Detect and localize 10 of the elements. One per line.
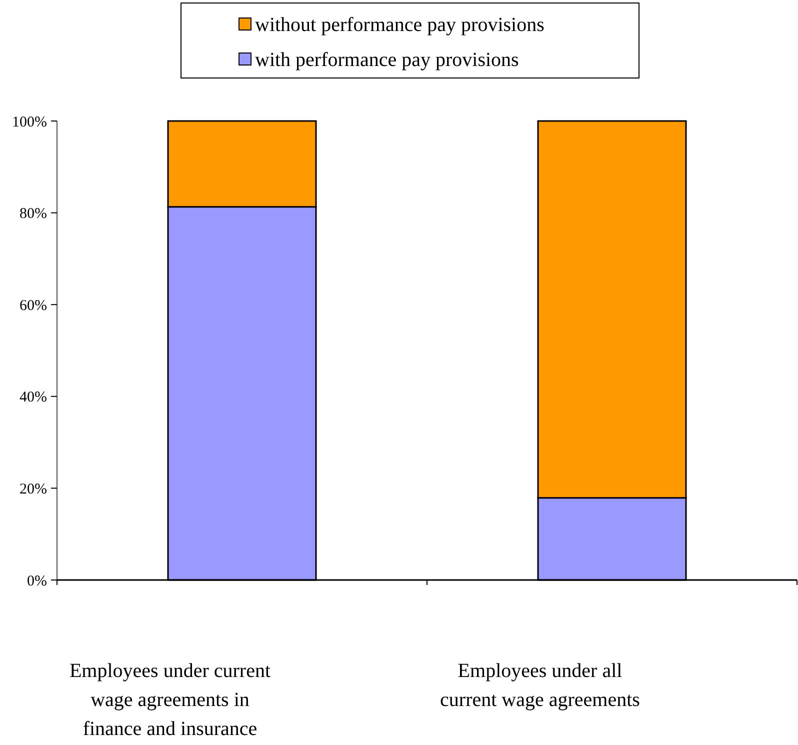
y-tick-label: 100% xyxy=(12,114,47,130)
y-tick-label: 60% xyxy=(20,298,47,314)
x-tick-label: Employees under all current wage agreements xyxy=(440,660,640,711)
x-tick-label: Employees under current wage agreements in finance and insurance xyxy=(69,660,271,740)
y-tick-label: 40% xyxy=(20,390,47,406)
legend-label: without performance pay provisions xyxy=(255,14,545,36)
y-tick-label: 20% xyxy=(20,481,47,498)
y-tick-label: 80% xyxy=(20,206,47,222)
y-tick-label: 0% xyxy=(27,573,47,590)
legend-label: with performance pay provisions xyxy=(255,49,520,71)
